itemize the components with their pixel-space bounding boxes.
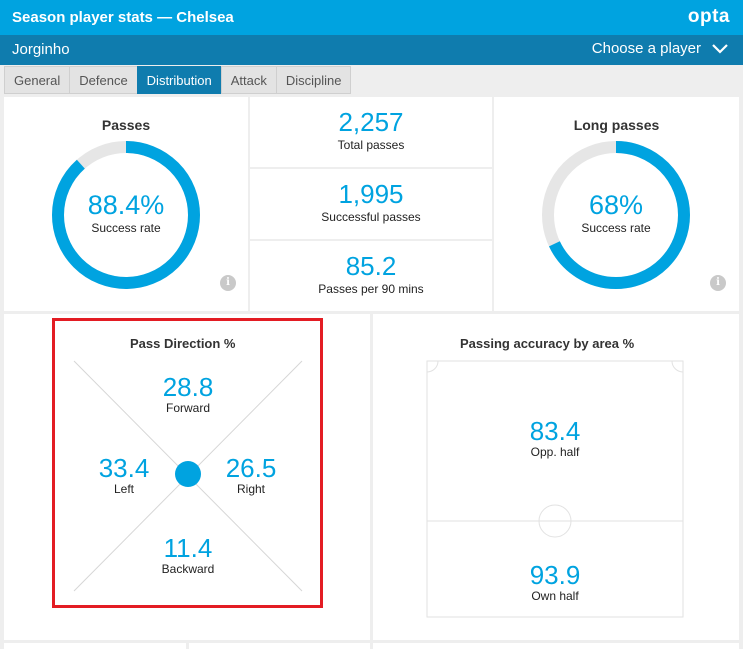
bottom-panel-middle [189,643,370,649]
tab-discipline[interactable]: Discipline [275,66,352,94]
info-icon[interactable]: i [710,275,726,291]
own-half-stat: 93.9 Own half [515,561,595,603]
bottom-panel-left [4,643,186,649]
info-icon[interactable]: i [220,275,236,291]
long-passes-success-value: 68% [588,190,644,220]
passes-success-value: 88.4% [87,190,165,220]
tab-defence[interactable]: Defence [69,66,138,94]
total-passes-label: Total passes [337,138,405,152]
pitch-center-dot [175,461,201,487]
passes-success-arc [52,141,200,289]
pass-direction-title: Pass Direction % [130,336,236,351]
player-name: Jorginho [12,41,70,58]
backward-value: 11.4 [163,533,213,563]
opp-half-stat: 83.4 Opp. half [515,417,595,459]
forward-value: 28.8 [162,372,214,402]
choose-player-dropdown[interactable]: Choose a player [592,40,729,57]
passes-per-90-box: 85.2 Passes per 90 mins [250,241,492,311]
passing-accuracy-title: Passing accuracy by area % [460,336,635,351]
stats-tabs: General Defence Distribution Attack Disc… [4,66,352,94]
long-passes-title: Long passes [573,117,660,133]
passes-per-90-value: 85.2 [345,251,397,281]
long-passes-donut: 68% Success rate [541,140,691,290]
backward-label: Backward [161,562,215,576]
backward-stat: 11.4 Backward [148,534,228,576]
choose-player-label: Choose a player [591,40,701,57]
page-title: Season player stats — Chelsea [12,9,234,26]
highlight-box [52,318,323,608]
left-label: Left [113,482,134,496]
passes-title: Passes [101,117,151,133]
successful-passes-box: 1,995 Successful passes [250,169,492,239]
forward-label: Forward [165,401,210,415]
right-value: 26.5 [225,453,277,483]
opp-half-value: 83.4 [529,416,581,446]
passes-per-90-label: Passes per 90 mins [318,282,424,296]
passing-accuracy-panel: Passing accuracy by area % 83.4 Opp. hal… [373,314,739,640]
total-passes-value: 2,257 [338,107,404,137]
pass-direction-panel: Pass Direction % 28.8 Forward 33.4 Left … [4,314,370,640]
total-passes-box: 2,257 Total passes [250,97,492,167]
tab-attack[interactable]: Attack [220,66,277,94]
passes-donut: 88.4% Success rate [51,140,201,290]
tab-general[interactable]: General [4,66,71,94]
opta-logo: opta [687,6,730,27]
bottom-panel-right [373,643,739,649]
long-passes-panel: Long passes 68% Success rate i [494,97,739,311]
right-stat: 26.5 Right [211,454,291,496]
pass-direction-diagram [73,360,303,592]
opp-half-label: Opp. half [530,445,580,459]
left-value: 33.4 [98,453,150,483]
long-passes-success-arc [542,141,690,289]
successful-passes-value: 1,995 [338,179,404,209]
passes-panel: Passes 88.4% Success rate i [4,97,248,311]
header-bar: Season player stats — Chelsea opta [0,0,743,35]
own-half-value: 93.9 [529,560,581,590]
long-passes-success-label: Success rate [581,221,651,235]
right-label: Right [236,482,265,496]
left-stat: 33.4 Left [84,454,164,496]
pitch-diagram [426,360,684,618]
tab-distribution[interactable]: Distribution [136,66,222,94]
forward-stat: 28.8 Forward [148,373,228,415]
player-bar: Jorginho Choose a player [0,35,743,65]
passes-success-label: Success rate [91,221,161,235]
chevron-down-icon [712,43,728,54]
own-half-label: Own half [531,589,579,603]
successful-passes-label: Successful passes [321,210,421,224]
